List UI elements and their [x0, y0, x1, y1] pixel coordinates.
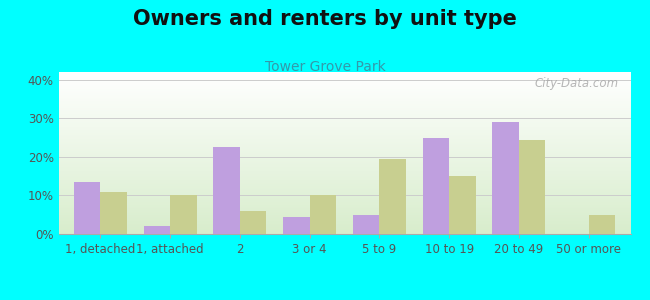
- Text: Owners and renters by unit type: Owners and renters by unit type: [133, 9, 517, 29]
- Bar: [380, 159, 406, 234]
- Bar: [309, 195, 336, 234]
- Bar: [170, 195, 196, 234]
- Text: City-Data.com: City-Data.com: [535, 77, 619, 90]
- Bar: [493, 122, 519, 234]
- Bar: [449, 176, 476, 234]
- Bar: [422, 138, 449, 234]
- Bar: [283, 217, 309, 234]
- Bar: [144, 226, 170, 234]
- Bar: [589, 215, 615, 234]
- Bar: [100, 192, 127, 234]
- Bar: [353, 215, 380, 234]
- Bar: [213, 147, 240, 234]
- Bar: [74, 182, 100, 234]
- Bar: [240, 211, 266, 234]
- Text: Tower Grove Park: Tower Grove Park: [265, 60, 385, 74]
- Bar: [519, 140, 545, 234]
